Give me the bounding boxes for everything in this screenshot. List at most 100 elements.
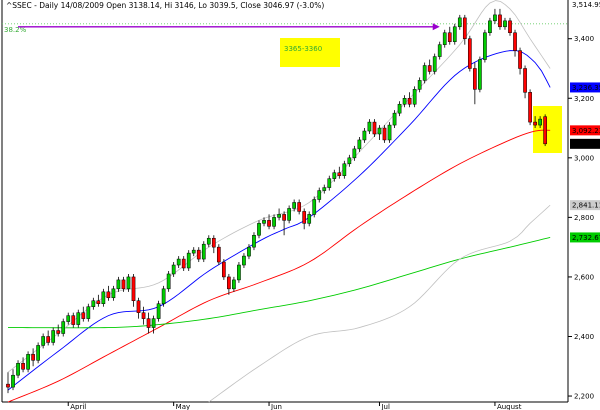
candle-body-down (447, 32, 452, 42)
y-tick-label: 3,000 (574, 154, 594, 162)
candle-body-down (282, 214, 286, 221)
candle-body-up (503, 20, 507, 28)
candle-body-up (262, 220, 266, 224)
candle-body-up (352, 148, 357, 159)
candle-body-down (211, 237, 216, 248)
candle-body-down (131, 276, 136, 302)
candle (467, 35, 472, 72)
candle-body-up (332, 172, 337, 179)
candle (287, 205, 291, 224)
y-tick-label: 2,400 (574, 333, 594, 341)
candle (206, 235, 211, 248)
candle-body-up (417, 80, 422, 90)
candle (252, 232, 256, 251)
candle-body-up (66, 315, 71, 322)
close-value-label-bg (570, 138, 600, 149)
y-tick-label: 3,200 (574, 95, 594, 103)
candle-body-down (518, 50, 522, 69)
x-tick-label: Jun (270, 403, 282, 410)
candle (297, 199, 302, 215)
candle (272, 214, 276, 230)
candle-body-up (412, 89, 417, 105)
candle-body-up (307, 214, 312, 224)
candle (277, 208, 281, 221)
candle (222, 259, 226, 280)
candle-body-down (6, 383, 10, 388)
candle (483, 29, 487, 63)
candle-body-down (227, 276, 231, 290)
candle-body-up (247, 246, 251, 257)
candle-body-up (242, 255, 246, 266)
x-tick-label: April (70, 403, 86, 410)
candle (106, 285, 111, 301)
candle (247, 244, 251, 260)
candle-body-up (257, 223, 261, 236)
resistance-zone-box (280, 38, 340, 67)
y-tick-label: 2,600 (574, 273, 594, 281)
candle (347, 154, 352, 167)
candle (473, 62, 477, 105)
trend-arrow (18, 23, 440, 31)
candle (141, 306, 146, 325)
candle (86, 303, 91, 322)
candle (146, 312, 151, 334)
candle-body-down (21, 363, 25, 370)
candle-body-up (61, 321, 66, 334)
candle (66, 312, 71, 325)
candle-body-down (96, 300, 101, 304)
candle (307, 211, 312, 227)
candle-body-down (222, 261, 226, 278)
candle (292, 199, 296, 212)
candle (16, 360, 20, 379)
candle-body-up (362, 130, 367, 141)
x-tick-label: Jul (380, 403, 390, 410)
candle (518, 47, 522, 75)
fib-level-label: 38.2% (4, 26, 27, 34)
candle (432, 53, 437, 75)
candle (533, 116, 537, 129)
candle-body-up (312, 199, 317, 215)
highlight-boxes: 3365-3360 (280, 38, 562, 153)
candle (488, 17, 492, 36)
candle (116, 276, 121, 292)
series-value-label-4: 2,841.11 (572, 202, 600, 210)
candle-body-down (106, 291, 111, 299)
candle-body-up (36, 345, 40, 361)
candle-body-up (452, 26, 457, 42)
candle-body-down (508, 20, 512, 34)
candle-body-up (488, 20, 492, 34)
candle (267, 214, 271, 230)
candle-body-up (86, 306, 91, 319)
candle-body-up (252, 234, 256, 248)
candle (56, 324, 61, 337)
candle-body-up (16, 363, 20, 376)
candle-body-down (337, 172, 342, 176)
candle (543, 114, 547, 147)
candle (382, 125, 387, 143)
candle-body-down (543, 116, 547, 145)
x-tick-label: May (176, 403, 190, 410)
candle (367, 119, 372, 134)
candle-body-up (41, 336, 45, 346)
candle (377, 125, 382, 140)
candle (71, 312, 76, 328)
candle-body-up (26, 354, 30, 370)
candle (81, 306, 86, 322)
candle (462, 14, 467, 45)
candle (317, 187, 322, 203)
candle-body-up (347, 157, 352, 165)
candle (151, 315, 156, 334)
candle (337, 166, 342, 179)
indicator-line-1 (7, 129, 551, 403)
candle-body-up (76, 312, 81, 325)
candle-body-up (166, 273, 171, 290)
y-tick-label: 2,800 (574, 214, 594, 222)
candle-body-down (216, 246, 221, 263)
candle (528, 89, 532, 126)
candle-body-down (121, 279, 126, 290)
candle-body-down (267, 220, 271, 227)
candle (342, 160, 347, 179)
candle-body-down (146, 318, 151, 328)
candle (91, 297, 96, 310)
